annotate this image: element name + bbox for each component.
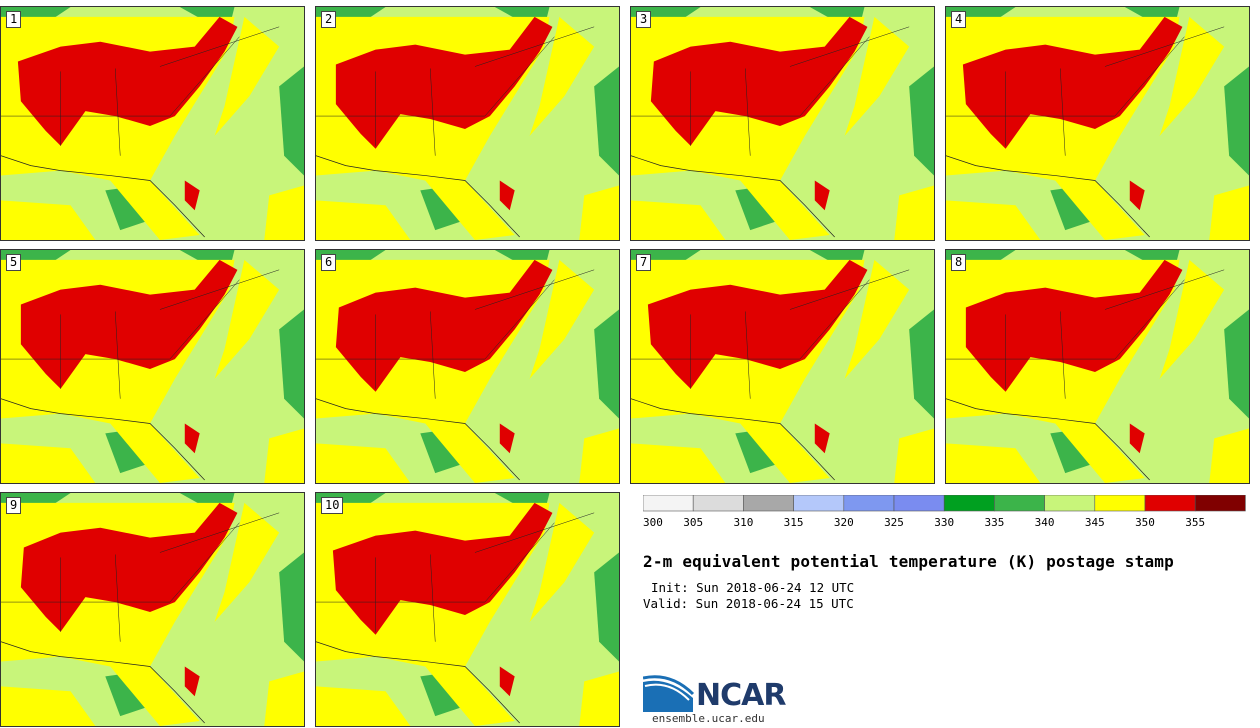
colorbar-tick-label: 315 bbox=[784, 516, 804, 529]
colorbar-tick-label: 335 bbox=[984, 516, 1004, 529]
colorbar-tick-label: 300 bbox=[643, 516, 663, 529]
map-graphic bbox=[631, 7, 934, 240]
panel-number: 3 bbox=[636, 11, 652, 28]
colorbar-bin bbox=[793, 495, 845, 512]
chart-title: 2-m equivalent potential temperature (K)… bbox=[643, 552, 1174, 571]
map-graphic bbox=[316, 7, 619, 240]
map-graphic bbox=[946, 7, 1249, 240]
map-graphic bbox=[1, 493, 304, 726]
colorbar-bin bbox=[843, 495, 895, 512]
panel-number: 9 bbox=[6, 497, 22, 514]
colorbar-bin bbox=[893, 495, 945, 512]
map-panel-4: 4 bbox=[945, 6, 1250, 241]
panel-number: 7 bbox=[636, 254, 652, 271]
map-panel-6: 6 bbox=[315, 249, 620, 484]
map-panel-5: 5 bbox=[0, 249, 305, 484]
colorbar-tick-label: 355 bbox=[1185, 516, 1205, 529]
map-panel-8: 8 bbox=[945, 249, 1250, 484]
logo-url: ensemble.ucar.edu bbox=[652, 712, 765, 725]
colorbar-bin bbox=[1144, 495, 1196, 512]
panel-number: 4 bbox=[951, 11, 967, 28]
map-graphic bbox=[1, 250, 304, 483]
panel-number: 6 bbox=[321, 254, 337, 271]
map-panel-1: 1 bbox=[0, 6, 305, 241]
map-panel-2: 2 bbox=[315, 6, 620, 241]
colorbar-tick-label: 325 bbox=[884, 516, 904, 529]
colorbar-tick-label: 310 bbox=[733, 516, 753, 529]
colorbar-tick-label: 330 bbox=[934, 516, 954, 529]
map-graphic bbox=[316, 250, 619, 483]
map-graphic bbox=[316, 493, 619, 726]
panel-number: 5 bbox=[6, 254, 22, 271]
colorbar-bin bbox=[994, 495, 1045, 512]
panel-number: 2 bbox=[321, 11, 337, 28]
valid-time: Valid: Sun 2018-06-24 15 UTC bbox=[643, 596, 854, 611]
colorbar-bin bbox=[692, 495, 744, 512]
colorbar-bin bbox=[1194, 495, 1246, 512]
colorbar-bin bbox=[1094, 495, 1146, 512]
colorbar-tick-label: 350 bbox=[1135, 516, 1155, 529]
panel-number: 1 bbox=[6, 11, 22, 28]
map-panel-7: 7 bbox=[630, 249, 935, 484]
colorbar-bin bbox=[1044, 495, 1096, 512]
map-graphic bbox=[1, 7, 304, 240]
panel-number: 8 bbox=[951, 254, 967, 271]
colorbar-tick-label: 320 bbox=[834, 516, 854, 529]
ncar-logo-icon bbox=[643, 675, 695, 712]
colorbar-bin bbox=[943, 495, 995, 512]
map-panel-3: 3 bbox=[630, 6, 935, 241]
map-panel-10: 10 bbox=[315, 492, 620, 727]
panel-number: 10 bbox=[321, 497, 344, 514]
map-panel-9: 9 bbox=[0, 492, 305, 727]
init-time: Init: Sun 2018-06-24 12 UTC bbox=[651, 580, 855, 595]
logo-name: NCAR bbox=[696, 678, 786, 713]
colorbar-tick-label: 345 bbox=[1085, 516, 1105, 529]
colorbar-tick-label: 305 bbox=[683, 516, 703, 529]
colorbar-bin bbox=[643, 495, 694, 512]
colorbar-tick-label: 340 bbox=[1035, 516, 1055, 529]
colorbar: 300 305 310 315 320 325 330 335 340 345 350 355 bbox=[643, 495, 1246, 529]
map-graphic bbox=[946, 250, 1249, 483]
map-graphic bbox=[631, 250, 934, 483]
colorbar-bin bbox=[743, 495, 794, 512]
